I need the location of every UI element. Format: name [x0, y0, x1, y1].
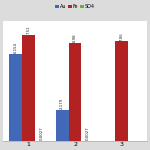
Text: 6.98: 6.98 [73, 33, 77, 42]
Bar [69, 43, 81, 141]
Text: 0.0027: 0.0027 [86, 126, 90, 140]
Legend: Au, Fe, SO4: Au, Fe, SO4 [54, 2, 96, 11]
Text: 7.06: 7.06 [119, 32, 123, 41]
Bar [115, 41, 128, 141]
Text: 7.51: 7.51 [27, 26, 31, 34]
Bar [56, 110, 69, 141]
Text: 0.0027: 0.0027 [40, 126, 44, 140]
Bar [22, 35, 35, 141]
Text: 2.179: 2.179 [60, 98, 64, 110]
Text: 6.154: 6.154 [14, 42, 18, 53]
Bar [9, 54, 22, 141]
